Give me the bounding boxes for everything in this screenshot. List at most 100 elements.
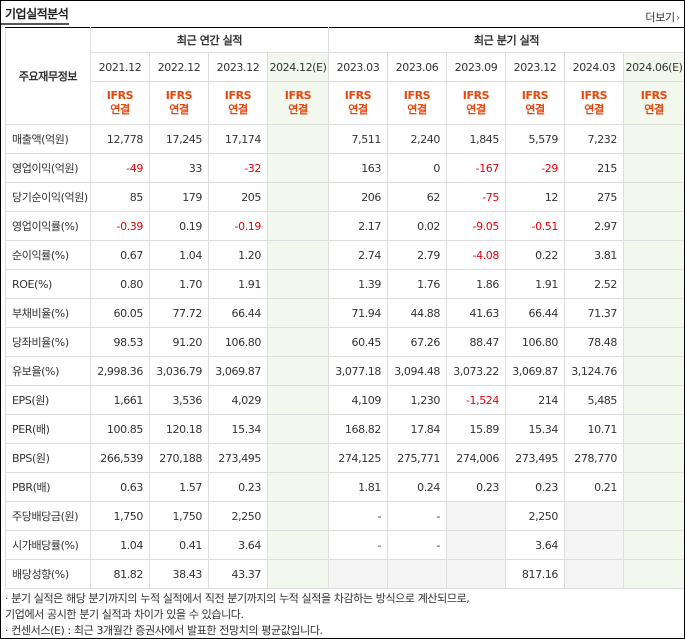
basis-label: 연결: [110, 103, 130, 116]
value-cell: 1.81: [328, 472, 388, 502]
value-cell: [267, 356, 329, 386]
table-row: 시가배당률(%) 1.04 0.41 3.64- -3.64: [5, 530, 684, 560]
value-cell: 0.80: [90, 269, 150, 299]
value-cell: 1.86: [446, 269, 506, 299]
row-header-label: 주요재무정보: [5, 27, 91, 125]
value-cell: -: [387, 530, 447, 560]
value-cell: 1,845: [446, 124, 506, 154]
value-cell: 12: [505, 182, 565, 212]
value-cell: -1,524: [446, 385, 506, 415]
value-cell: [267, 182, 329, 212]
value-cell: -29: [505, 153, 565, 183]
value-cell: [328, 559, 388, 589]
financial-table: 주요재무정보 최근 연간 실적 최근 분기 실적 2021.12 2022.12 2…: [5, 27, 684, 589]
value-cell: [623, 327, 684, 357]
row-label: 매출액(억원): [5, 124, 91, 154]
value-cell: 17,174: [208, 124, 268, 154]
period-header: 2023.06: [387, 52, 447, 82]
value-cell: 0.22: [505, 240, 565, 270]
value-cell: 0.41: [149, 530, 209, 560]
value-cell: [267, 153, 329, 183]
ifrs-label: IFRS: [344, 89, 372, 102]
value-cell: 2.79: [387, 240, 447, 270]
value-cell: 3.64: [505, 530, 565, 560]
value-cell: 85: [90, 182, 150, 212]
panel-header: 기업실적분석 더보기›: [1, 1, 684, 27]
value-cell: [267, 501, 329, 531]
ifrs-label: IFRS: [165, 89, 193, 102]
title-underline: [1, 23, 69, 25]
value-cell: 1.04: [149, 240, 209, 270]
value-cell: 1.57: [149, 472, 209, 502]
value-cell: 1.04: [90, 530, 150, 560]
basis-label: 연결: [348, 103, 368, 116]
table-row: 영업이익률(%) -0.39 0.19 -0.19 2.17 0.02 -9.05 -0.51…: [5, 211, 684, 241]
value-cell: [623, 472, 684, 502]
ifrs-basis-header: IFRS 연결: [623, 81, 684, 125]
value-cell: [267, 327, 329, 357]
value-cell: [267, 211, 329, 241]
value-cell: 0.23: [446, 472, 506, 502]
value-cell: 1.20: [208, 240, 268, 270]
value-cell: 274,125: [328, 443, 388, 473]
value-cell: -0.39: [90, 211, 150, 241]
value-cell: 77.72: [149, 298, 209, 328]
value-cell: 278,770: [564, 443, 624, 473]
ifrs-label: IFRS: [462, 89, 490, 102]
more-link[interactable]: 더보기›: [645, 9, 680, 25]
value-cell: 1,750: [149, 501, 209, 531]
value-cell: 4,029: [208, 385, 268, 415]
value-cell: 3.81: [564, 240, 624, 270]
value-cell: [623, 356, 684, 386]
table-row: BPS(원) 266,539 270,188 273,495 274,125 275,77…: [5, 443, 684, 473]
value-cell: 2,998.36: [90, 356, 150, 386]
value-cell: [267, 124, 329, 154]
value-cell: 5,485: [564, 385, 624, 415]
value-cell: [267, 530, 329, 560]
table-row: 순이익률(%) 0.67 1.04 1.20 2.74 2.79 -4.08 0.22 3.81: [5, 240, 684, 270]
value-cell: 78.48: [564, 327, 624, 357]
value-cell: 1.91: [505, 269, 565, 299]
value-cell: -: [387, 501, 447, 531]
table-row: PER(배) 100.85 120.18 15.34 168.82 17.84 15.89 1…: [5, 414, 684, 444]
row-label: 배당성향(%): [5, 559, 91, 589]
value-cell: -: [328, 530, 388, 560]
value-cell: 5,579: [505, 124, 565, 154]
value-cell: 266,539: [90, 443, 150, 473]
table-row: ROE(%) 0.80 1.70 1.91 1.39 1.76 1.86 1.91 2.52: [5, 269, 684, 299]
table-row: 유보율(%) 2,998.36 3,036.79 3,069.87 3,077.18 3,…: [5, 356, 684, 386]
value-cell: 15.34: [208, 414, 268, 444]
value-cell: [623, 559, 684, 589]
value-cell: -0.19: [208, 211, 268, 241]
value-cell: 3,069.87: [505, 356, 565, 386]
value-cell: 1.70: [149, 269, 209, 299]
row-label: 순이익률(%): [5, 240, 91, 270]
value-cell: 275: [564, 182, 624, 212]
period-header: 2023.03: [328, 52, 388, 82]
value-cell: -4.08: [446, 240, 506, 270]
value-cell: 71.94: [328, 298, 388, 328]
value-cell: 0.23: [505, 472, 565, 502]
basis-label: 연결: [584, 103, 604, 116]
value-cell: [267, 443, 329, 473]
value-cell: 273,495: [208, 443, 268, 473]
value-cell: 2,250: [208, 501, 268, 531]
value-cell: 3,069.87: [208, 356, 268, 386]
row-label: 당좌비율(%): [5, 327, 91, 357]
value-cell: [564, 501, 624, 531]
value-cell: 3,073.22: [446, 356, 506, 386]
value-cell: 3,094.48: [387, 356, 447, 386]
value-cell: [267, 559, 329, 589]
value-cell: 1,230: [387, 385, 447, 415]
value-cell: 81.82: [90, 559, 150, 589]
basis-label: 연결: [644, 103, 664, 116]
period-header: 2024.03: [564, 52, 624, 82]
value-cell: 43.37: [208, 559, 268, 589]
footnote-line: 기업에서 공시한 분기 실적과 차이가 있을 수 있습니다.: [5, 608, 244, 621]
footnotes: · 분기 실적은 해당 분기까지의 누적 실적에서 직전 분기까지의 누적 실적…: [5, 591, 681, 638]
basis-label: 연결: [466, 103, 486, 116]
chevron-right-icon: ›: [675, 11, 680, 24]
table-row: 영업이익(억원) -49 33 -32 163 0 -167 -29 215: [5, 153, 684, 183]
value-cell: 273,495: [505, 443, 565, 473]
value-cell: 817.16: [505, 559, 565, 589]
